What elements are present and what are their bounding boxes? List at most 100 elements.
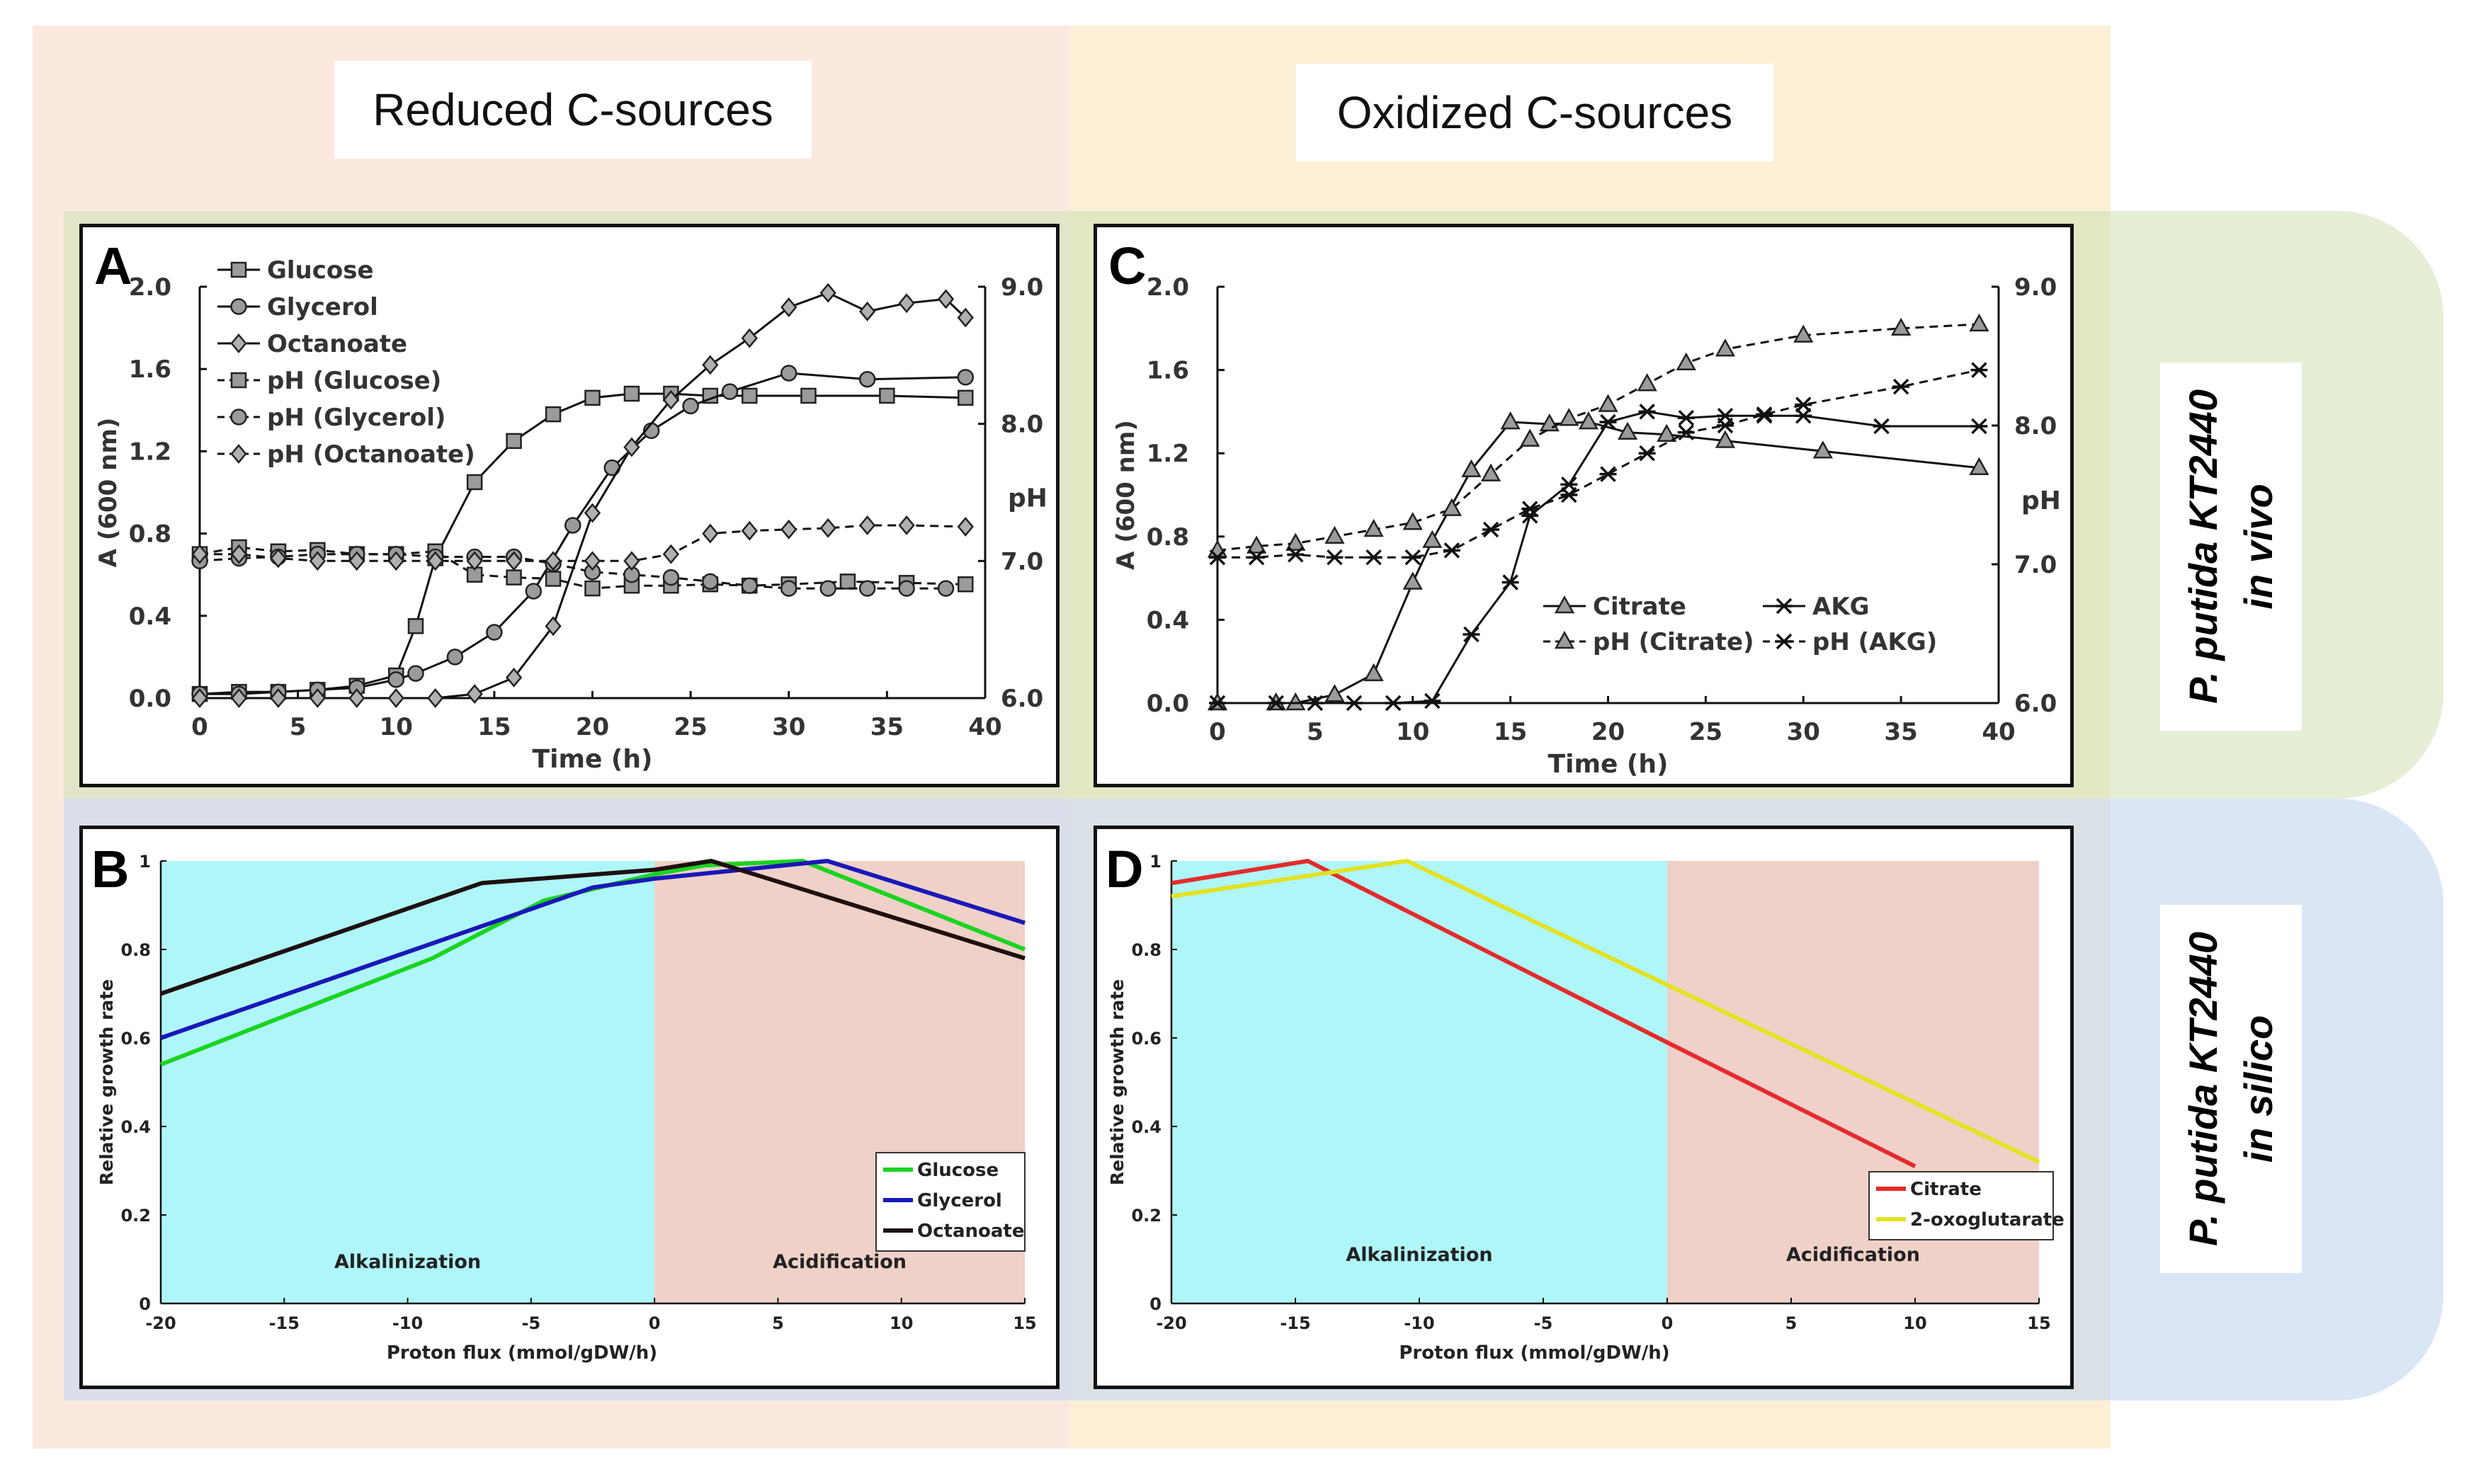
legend-label: AKG — [1812, 593, 1870, 621]
x-tick-label: -20 — [1156, 1313, 1186, 1333]
x-tick-label: 15 — [2027, 1313, 2050, 1333]
x-tick-label: 0 — [649, 1313, 661, 1333]
series-line — [1217, 421, 1980, 704]
y-tick-label: 0.2 — [120, 1206, 151, 1226]
x-tick-label: 5 — [290, 713, 307, 741]
data-point — [1638, 445, 1656, 462]
y-tick-label: 0 — [139, 1294, 151, 1314]
data-point — [1363, 663, 1384, 682]
legend-marker — [230, 333, 247, 353]
y2-axis-label: pH — [1008, 484, 1047, 513]
data-point — [1441, 498, 1463, 516]
x-tick-label: -10 — [1404, 1313, 1434, 1333]
x-tick-label: 5 — [1785, 1313, 1798, 1333]
region-label: Alkalinization — [334, 1251, 481, 1273]
series-ph-octanoate- — [191, 515, 974, 571]
x-tick-label: -5 — [522, 1313, 541, 1333]
data-point — [741, 577, 759, 594]
data-point — [1402, 571, 1423, 590]
legend-entry: Citrate — [1543, 593, 1686, 621]
data-point — [1461, 459, 1482, 477]
data-point — [545, 571, 562, 587]
data-point — [958, 576, 974, 593]
x-tick-label: 10 — [380, 713, 413, 741]
series-octanoate — [160, 859, 1026, 996]
data-point — [958, 389, 974, 406]
y-tick-label: 0 — [1149, 1294, 1162, 1314]
panel-b: Alkalinization Acidification -20 -15 -10 -5 0 5… — [79, 826, 1060, 1389]
legend-marker — [230, 298, 247, 315]
legend-label: pH (Citrate) — [1593, 628, 1754, 656]
region-label: Alkalinization — [1346, 1244, 1492, 1266]
data-point — [191, 688, 208, 708]
data-point — [1890, 317, 1912, 336]
y-tick-label: 0.4 — [1131, 1117, 1162, 1137]
data-point — [1443, 542, 1460, 559]
data-point — [1637, 373, 1657, 392]
series-ph-glucose- — [191, 539, 974, 597]
x-tick-label: 40 — [968, 713, 1001, 741]
data-point — [623, 385, 640, 402]
data-point — [1521, 501, 1539, 517]
x-tick-label: -20 — [145, 1313, 176, 1333]
data-point — [1482, 521, 1500, 538]
y2-tick-label: 6.0 — [1001, 685, 1043, 713]
data-point — [1715, 430, 1736, 448]
data-point — [1715, 338, 1736, 357]
data-point — [1617, 421, 1638, 440]
legend-entry: AKG — [1763, 593, 1870, 621]
data-point — [270, 688, 287, 708]
data-point — [584, 389, 601, 406]
panel-a: 0 5 10 15 20 25 30 35 40 0.0 0.4 0.8 1.2 1.6 2.0 6.0 7.0… — [79, 224, 1060, 787]
data-point — [800, 387, 817, 404]
data-point — [819, 518, 836, 538]
data-point — [1795, 396, 1812, 413]
data-point — [1267, 695, 1285, 712]
chart-b: Alkalinization Acidification -20 -15 -10 -5 0 5… — [91, 840, 1037, 1364]
x-tick-label: -5 — [1534, 1313, 1553, 1333]
legend-entry: Octanoate — [217, 330, 407, 358]
data-point — [230, 688, 248, 708]
data-point — [466, 474, 483, 491]
data-point — [742, 387, 758, 404]
x-tick-label: 20 — [576, 713, 609, 741]
y2-tick-label: 8.0 — [2014, 412, 2057, 440]
data-point — [957, 307, 974, 328]
data-point — [682, 397, 699, 415]
legend-label: pH (AKG) — [1812, 628, 1937, 656]
data-point — [1306, 695, 1324, 712]
y2-axis-label: pH — [2021, 486, 2061, 515]
legend-label: Citrate — [1593, 593, 1686, 621]
data-point — [407, 618, 424, 634]
data-point — [191, 544, 208, 564]
data-point — [348, 551, 365, 571]
legend-label: pH (Octanoate) — [267, 440, 475, 469]
x-tick-label: 30 — [772, 713, 805, 741]
data-point — [407, 665, 424, 682]
data-point — [702, 355, 719, 375]
panel-d: Alkalinization Acidification -20 -15 -10 -5 0 5… — [1094, 826, 2074, 1389]
chart-a: 0 5 10 15 20 25 30 35 40 0.0 0.4 0.8 1.2 1.6 2.0 6.0 7.0… — [94, 236, 1047, 774]
data-point — [1346, 695, 1363, 712]
y-tick-label: 2.0 — [1147, 273, 1189, 302]
data-point — [898, 580, 915, 597]
data-point — [937, 580, 955, 597]
data-point — [466, 551, 483, 571]
x-tick-label: 30 — [1787, 718, 1820, 746]
side-label-in-silico-mode: in silico — [2236, 1015, 2281, 1163]
y-tick-label: 0.0 — [129, 685, 171, 713]
data-point — [1246, 535, 1267, 554]
data-point — [858, 370, 876, 388]
legend-marker — [1554, 595, 1575, 614]
x-axis-label: Time (h) — [1548, 750, 1669, 779]
legend-entry: pH (Glycerol) — [217, 404, 445, 432]
series-glycerol — [160, 859, 1026, 1040]
data-point — [1969, 457, 1989, 476]
legend-label: Glucose — [267, 256, 374, 285]
data-point — [1560, 486, 1578, 503]
legend-marker — [1554, 630, 1575, 649]
y-tick-label: 0.2 — [1131, 1206, 1162, 1226]
y-tick-label: 0.4 — [1147, 606, 1189, 634]
data-point — [898, 515, 915, 535]
data-point — [1402, 512, 1423, 530]
